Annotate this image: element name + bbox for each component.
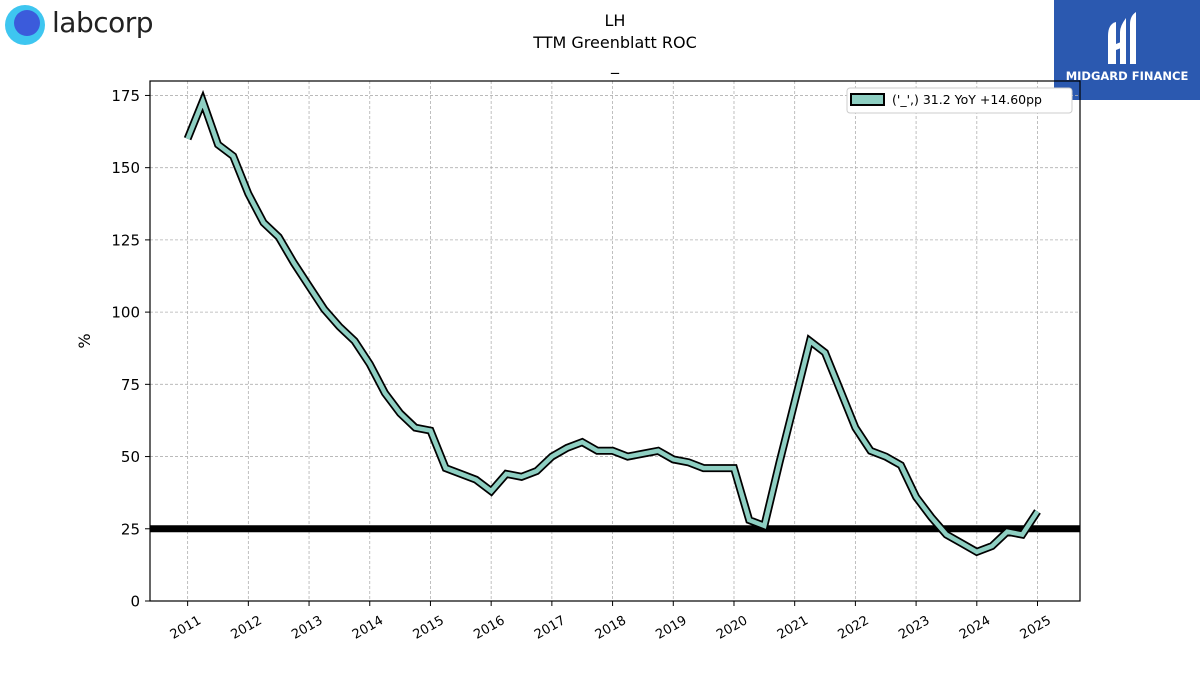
x-tick-label: 2015 [411, 613, 447, 643]
x-tick-label: 2020 [714, 613, 750, 643]
x-tick-label: 2014 [350, 613, 386, 643]
chart-subtitle-2: _ [611, 55, 619, 74]
labcorp-logo-text: labcorp [52, 6, 154, 39]
x-tick-label: 2018 [593, 613, 629, 643]
x-tick-label: 2019 [653, 613, 689, 643]
y-tick-label: 175 [111, 87, 140, 105]
legend-box [846, 87, 1073, 114]
midgard-finance-logo: MIDGARD FINANCE [1054, 0, 1200, 100]
x-tick-label: 2023 [896, 613, 932, 643]
y-axis: 0 25 50 75 100 125 150 175 [111, 87, 150, 611]
x-tick-label: 2024 [957, 613, 993, 643]
x-tick-label: 2022 [836, 613, 872, 643]
x-tick-label: 2011 [168, 613, 204, 643]
midgard-finance-logo-text: MIDGARD FINANCE [1065, 69, 1189, 83]
chart-title: LH [604, 11, 626, 30]
midgard-finance-logo-mark [1108, 12, 1136, 64]
y-tick-label: 25 [121, 520, 140, 538]
x-tick-label: 2016 [471, 613, 507, 643]
y-tick-label: 125 [111, 231, 140, 249]
x-tick-label: 2025 [1018, 613, 1054, 643]
x-tick-label: 2021 [775, 613, 811, 643]
x-tick-label: 2013 [289, 613, 325, 643]
y-axis-label: % [75, 333, 94, 348]
chart-subtitle: TTM Greenblatt ROC [533, 33, 697, 52]
x-axis: 2011 2012 2013 2014 2015 2016 2017 2018 2019 2020… [168, 601, 1054, 643]
x-tick-label: 2012 [229, 613, 265, 643]
plot-frame [149, 80, 1081, 602]
labcorp-logo: labcorp [4, 4, 174, 46]
labcorp-logo-mark-inner [14, 10, 40, 36]
legend-label: ('_',) 31.2 YoY +14.60pp [892, 92, 1042, 107]
series-layer [183, 89, 1041, 557]
y-tick-label: 50 [121, 448, 140, 466]
y-tick-label: 100 [111, 304, 140, 322]
y-tick-label: 75 [121, 376, 140, 394]
y-tick-label: 0 [130, 593, 140, 611]
series-line [185, 94, 1040, 555]
legend-swatch [850, 93, 885, 106]
y-tick-label: 150 [111, 159, 140, 177]
x-tick-label: 2017 [532, 613, 568, 643]
legend: ('_',) 31.2 YoY +14.60pp [846, 87, 1073, 114]
